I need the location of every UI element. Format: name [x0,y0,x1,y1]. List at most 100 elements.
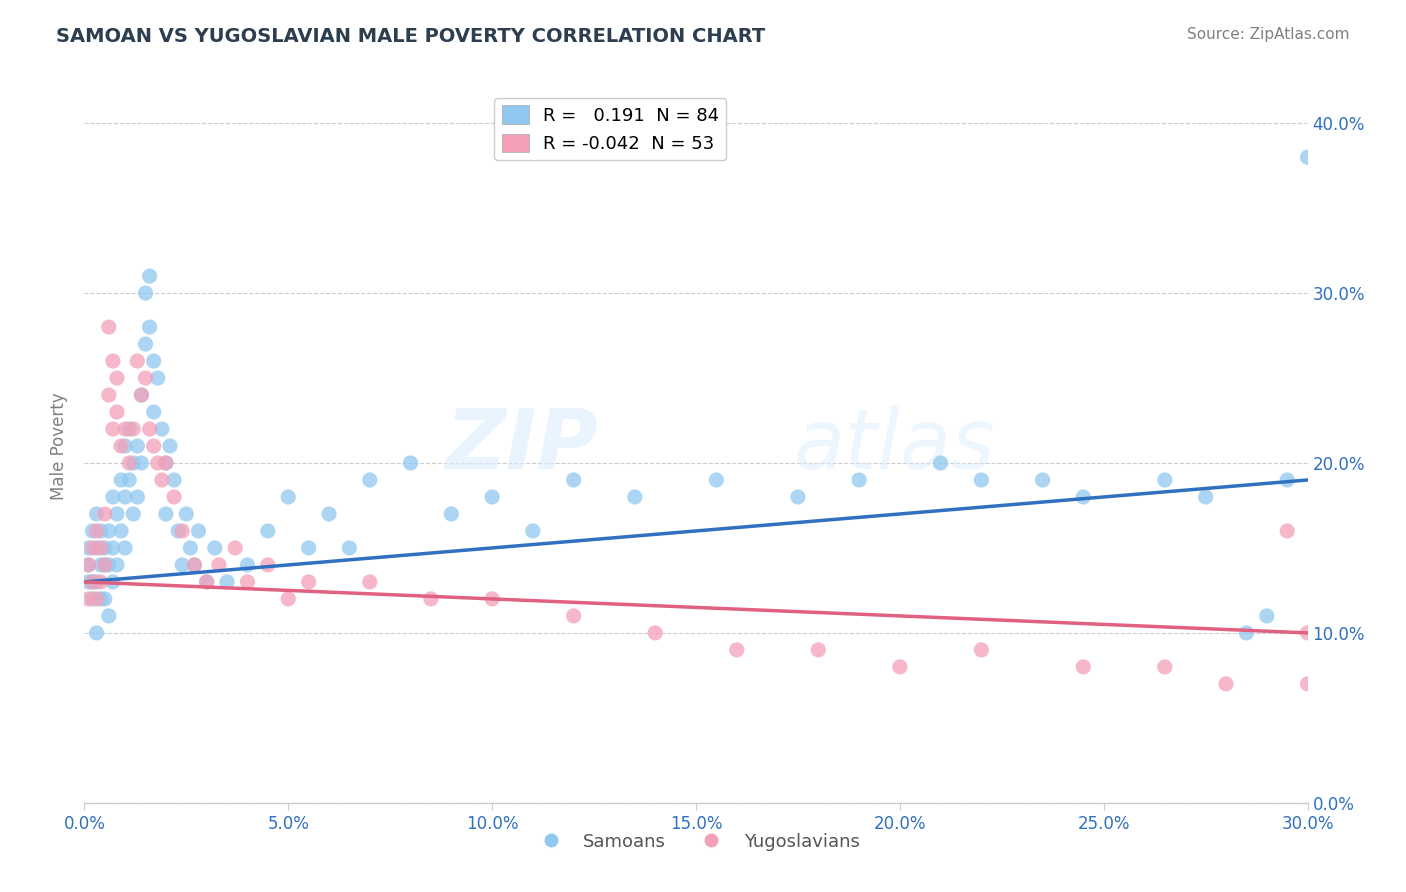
Text: ZIP: ZIP [446,406,598,486]
Point [174,507,197,521]
Point [889,660,911,674]
Point [122,456,145,470]
Point [970,473,993,487]
Legend: Samoans, Yugoslavians: Samoans, Yugoslavians [526,826,866,858]
Point [142,405,165,419]
Point [127,354,149,368]
Point [101,490,124,504]
Point [204,541,226,555]
Point [155,507,177,521]
Point [155,456,177,470]
Point [110,524,132,538]
Point [97,388,120,402]
Point [114,422,136,436]
Point [118,456,141,470]
Point [183,558,205,572]
Point [93,558,115,572]
Point [359,574,381,589]
Point [1296,626,1319,640]
Point [725,643,748,657]
Point [105,371,128,385]
Point [150,422,173,436]
Text: Source: ZipAtlas.com: Source: ZipAtlas.com [1187,27,1350,42]
Point [195,574,218,589]
Point [86,507,108,521]
Point [101,541,124,555]
Point [97,320,120,334]
Point [562,473,585,487]
Point [82,574,104,589]
Point [77,541,100,555]
Point [86,541,108,555]
Point [90,574,112,589]
Point [127,490,149,504]
Point [277,591,299,606]
Point [481,490,503,504]
Point [97,608,120,623]
Point [105,558,128,572]
Point [90,558,112,572]
Point [562,608,585,623]
Point [77,558,100,572]
Point [1073,490,1095,504]
Point [807,643,830,657]
Point [179,541,201,555]
Point [146,456,169,470]
Point [298,541,321,555]
Point [93,591,115,606]
Point [122,422,145,436]
Point [93,541,115,555]
Point [339,541,361,555]
Point [86,626,108,640]
Point [163,473,186,487]
Point [848,473,870,487]
Point [105,507,128,521]
Point [93,507,115,521]
Point [138,422,160,436]
Point [86,524,108,538]
Point [1154,473,1177,487]
Point [135,286,157,301]
Point [236,558,259,572]
Point [1256,608,1278,623]
Point [187,524,209,538]
Y-axis label: Male Poverty: Male Poverty [51,392,69,500]
Point [90,541,112,555]
Point [399,456,422,470]
Point [420,591,443,606]
Point [82,541,104,555]
Point [167,524,190,538]
Point [110,439,132,453]
Point [86,591,108,606]
Point [787,490,810,504]
Text: SAMOAN VS YUGOSLAVIAN MALE POVERTY CORRELATION CHART: SAMOAN VS YUGOSLAVIAN MALE POVERTY CORRE… [56,27,765,45]
Point [131,388,153,402]
Point [82,574,104,589]
Point [440,507,463,521]
Text: atlas: atlas [794,406,995,486]
Point [1277,473,1299,487]
Point [142,354,165,368]
Point [90,524,112,538]
Point [138,320,160,334]
Point [150,473,173,487]
Point [208,558,231,572]
Point [522,524,544,538]
Point [122,507,145,521]
Point [82,524,104,538]
Point [277,490,299,504]
Point [90,591,112,606]
Point [114,490,136,504]
Point [93,558,115,572]
Point [1296,677,1319,691]
Point [706,473,728,487]
Point [257,524,280,538]
Point [644,626,666,640]
Point [257,558,280,572]
Point [105,405,128,419]
Point [236,574,259,589]
Point [77,591,100,606]
Point [1073,660,1095,674]
Point [183,558,205,572]
Point [142,439,165,453]
